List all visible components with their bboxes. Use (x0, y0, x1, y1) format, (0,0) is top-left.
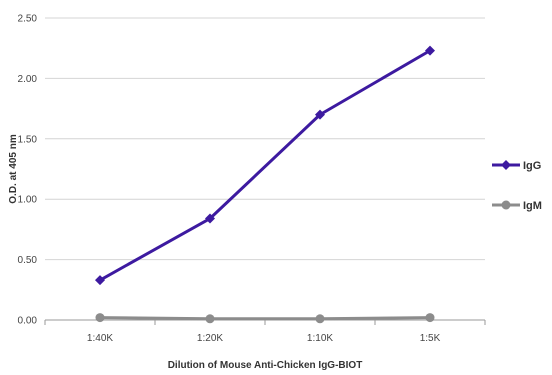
y-tick-label: 2.50 (18, 14, 38, 25)
data-point-igm (95, 313, 105, 323)
legend-marker-igg (501, 160, 511, 170)
legend-marker-igm (501, 200, 511, 210)
y-axis-title: O.D. at 405 nm (8, 134, 19, 204)
x-tick-label: 1:10K (307, 333, 333, 344)
series-line-igg (99, 49, 431, 282)
data-point-igm (315, 314, 325, 324)
x-tick-label: 1:40K (87, 333, 113, 344)
gridlines (45, 17, 485, 261)
y-tick-label: 0.50 (18, 255, 38, 266)
data-point-igm (205, 314, 215, 324)
series-line-igm (99, 316, 431, 321)
legend-label-igm: IgM (523, 200, 542, 212)
y-tick-label: 1.00 (18, 195, 38, 206)
y-axis-ticks: 0.00 0.50 1.00 1.50 2.00 2.50 (18, 14, 38, 327)
y-tick-label: 0.00 (18, 316, 38, 327)
data-point-igm (425, 313, 435, 323)
x-axis-ticks: 1:40K 1:20K 1:10K 1:5K (44, 320, 486, 344)
legend-label-igg: IgG (523, 160, 541, 172)
legend: IgG IgM (492, 160, 542, 212)
y-tick-label: 2.00 (18, 74, 38, 85)
data-point-igg (425, 45, 435, 56)
data-point-igg (315, 109, 325, 120)
series (95, 45, 435, 324)
data-point-igg (95, 275, 105, 286)
y-tick-label: 1.50 (18, 134, 38, 145)
legend-item-igg: IgG (492, 160, 541, 172)
legend-item-igm: IgM (492, 200, 542, 212)
x-tick-label: 1:20K (197, 333, 223, 344)
x-axis-title: Dilution of Mouse Anti-Chicken IgG-BIOT (168, 360, 363, 371)
series-igm (95, 313, 435, 324)
x-tick-label: 1:5K (420, 333, 441, 344)
data-point-igg (205, 213, 215, 224)
series-igg (95, 45, 435, 286)
